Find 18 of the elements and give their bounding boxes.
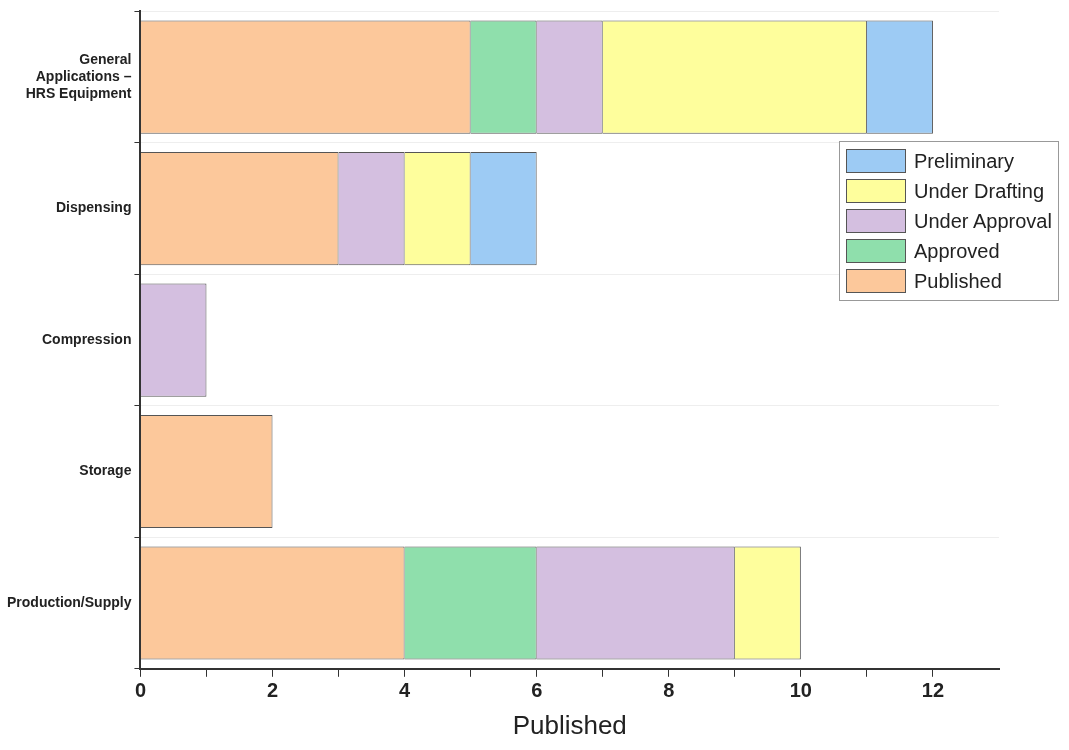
y-tick-label: Production/Supply <box>6 593 132 610</box>
x-tick-label: 8 <box>663 679 675 702</box>
legend-label: Under Approval <box>914 209 1052 233</box>
x-tick-label: 6 <box>531 679 543 702</box>
legend-label: Preliminary <box>914 149 1015 173</box>
x-axis-title: Published <box>512 709 627 740</box>
y-tick-label: Compression <box>41 330 132 347</box>
legend-label: Under Drafting <box>914 179 1045 203</box>
x-tick-label: 12 <box>921 679 945 702</box>
x-tick-label: 10 <box>789 679 812 702</box>
y-tick-label: Dispensing <box>55 199 132 216</box>
legend-label: Approved <box>914 239 1000 263</box>
x-tick-label: 0 <box>134 679 146 702</box>
x-tick-label: 4 <box>399 679 412 702</box>
legend-label: Published <box>914 269 1002 293</box>
y-tick-label: Storage <box>79 462 132 479</box>
x-tick-label: 2 <box>266 679 279 702</box>
y-tick-label: General Applications – HRS Equipment <box>25 51 132 101</box>
